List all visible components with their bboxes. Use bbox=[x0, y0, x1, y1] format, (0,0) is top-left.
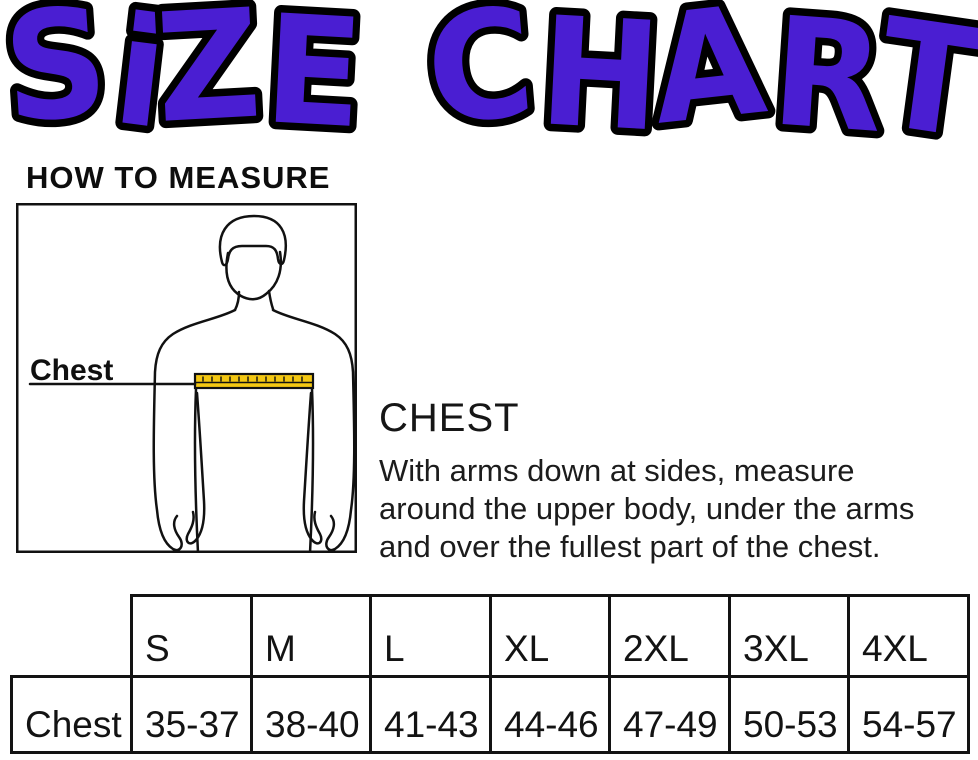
right-torso-line bbox=[308, 387, 315, 553]
chest-section-heading: CHEST bbox=[379, 396, 520, 440]
size-header-m: M bbox=[250, 594, 372, 678]
size-header-4xl: 4XL bbox=[847, 594, 970, 678]
chest-value-3xl: 50-53 bbox=[728, 675, 850, 754]
neck-left-line bbox=[233, 290, 241, 312]
chest-row-label: Chest bbox=[10, 675, 133, 754]
measuring-tape bbox=[193, 372, 315, 390]
face-outline bbox=[225, 250, 283, 301]
how-to-measure-heading: HOW TO MEASURE bbox=[26, 160, 331, 195]
right-arm-outline bbox=[271, 308, 356, 552]
chest-instructions: With arms down at sides, measure around … bbox=[379, 452, 914, 566]
title-word-size: SiZE bbox=[0, 0, 367, 155]
chest-instructions-line1: With arms down at sides, measure bbox=[379, 453, 855, 488]
chest-value-xl: 44-46 bbox=[489, 675, 611, 754]
left-arm-outline bbox=[152, 308, 237, 552]
size-table-chest-row: Chest 35-37 38-40 41-43 44-46 47-49 50-5… bbox=[10, 675, 970, 754]
chest-instructions-line2: around the upper body, under the arms bbox=[379, 491, 915, 526]
chest-callout-label: Chest bbox=[30, 354, 113, 387]
size-table-container: S M L XL 2XL 3XL 4XL Chest 35-37 38-40 4… bbox=[10, 594, 970, 754]
chest-value-2xl: 47-49 bbox=[608, 675, 731, 754]
left-torso-line bbox=[193, 387, 200, 553]
size-table-corner-cell bbox=[12, 596, 132, 677]
size-table-header-row: S M L XL 2XL 3XL 4XL bbox=[12, 594, 970, 678]
size-chart-title: SiZE CHART bbox=[0, 0, 978, 155]
chest-value-4xl: 54-57 bbox=[847, 675, 970, 754]
size-header-3xl: 3XL bbox=[728, 594, 850, 678]
title-word-chart: CHART bbox=[420, 0, 978, 155]
measurement-figure-box: Chest bbox=[16, 203, 357, 553]
size-header-xl: XL bbox=[489, 594, 611, 678]
chest-value-m: 38-40 bbox=[250, 675, 372, 754]
measuring-tape-ticks bbox=[202, 376, 303, 382]
size-header-2xl: 2XL bbox=[608, 594, 731, 678]
chest-value-s: 35-37 bbox=[130, 675, 253, 754]
size-header-l: L bbox=[369, 594, 492, 678]
size-table: S M L XL 2XL 3XL 4XL Chest 35-37 38-40 4… bbox=[10, 594, 970, 754]
chest-instructions-line3: and over the fullest part of the chest. bbox=[379, 529, 881, 564]
size-header-s: S bbox=[130, 594, 253, 678]
neck-right-line bbox=[267, 289, 275, 311]
chest-value-l: 41-43 bbox=[369, 675, 492, 754]
body-illustration: Chest bbox=[16, 203, 357, 553]
